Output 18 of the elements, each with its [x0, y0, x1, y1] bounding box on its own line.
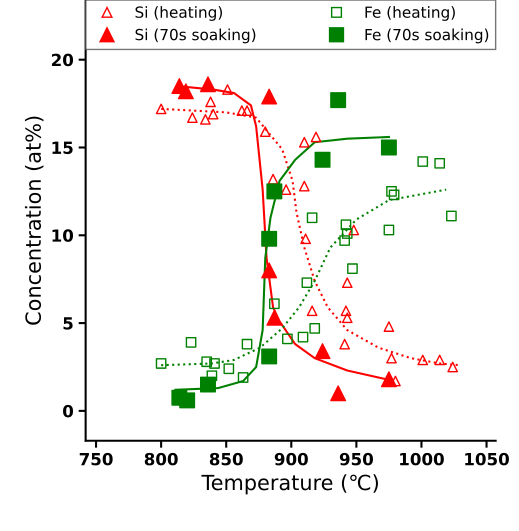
- x-tick-label: 1050: [465, 452, 509, 466]
- y-tick-label: 15: [52, 142, 73, 154]
- x-tick-label: 850: [210, 452, 243, 466]
- legend-label: Si (heating): [136, 6, 222, 21]
- y-tick-label: 20: [52, 54, 74, 66]
- x-tick-label: 950: [340, 452, 373, 466]
- x-tick-label: 750: [80, 452, 113, 466]
- legend-label: Si (70s soaking): [136, 28, 256, 44]
- y-axis-title: Concentration (at%): [24, 116, 44, 325]
- legend-label: Fe (70s soaking): [366, 28, 488, 44]
- legend-label: Fe (heating): [366, 6, 455, 21]
- x-tick-label: 900: [274, 452, 308, 466]
- x-tick-label: 1000: [400, 452, 444, 466]
- x-tick-label: 800: [144, 452, 178, 466]
- y-tick-label: 5: [64, 317, 73, 330]
- x-axis-title: Temperature (℃): [201, 474, 378, 494]
- y-tick-label: 10: [52, 229, 74, 242]
- y-tick-label: 0: [63, 404, 74, 418]
